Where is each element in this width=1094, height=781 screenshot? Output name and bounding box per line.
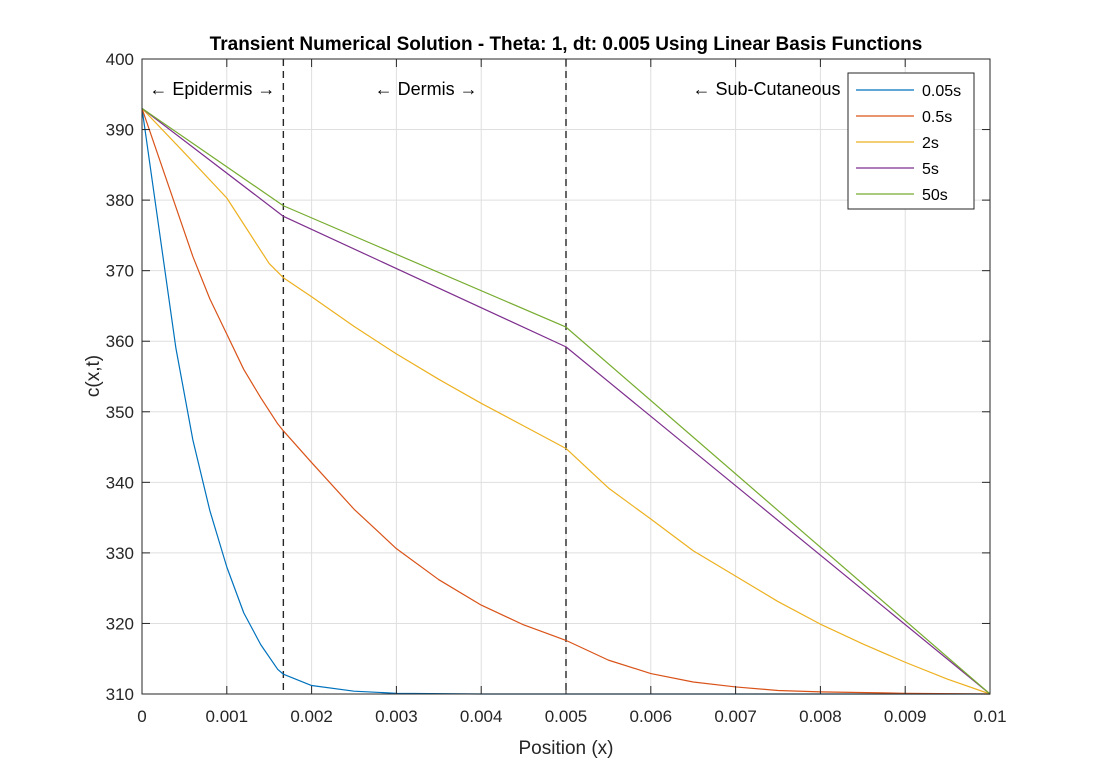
legend-label: 0.05s xyxy=(922,83,961,100)
y-tick-label: 400 xyxy=(106,50,134,69)
y-tick-label: 330 xyxy=(106,544,134,563)
x-tick-label: 0.001 xyxy=(206,707,249,726)
legend-label: 5s xyxy=(922,161,939,178)
y-tick-label: 380 xyxy=(106,191,134,210)
layer-boundaries xyxy=(282,59,567,694)
x-tick-label: 0.009 xyxy=(884,707,927,726)
chart-title: Transient Numerical Solution - Theta: 1,… xyxy=(210,34,923,55)
region-label: ← Epidermis → xyxy=(149,79,275,99)
y-tick-label: 350 xyxy=(106,403,134,422)
legend: 0.05s 0.5s 2s 5s 50s xyxy=(847,72,975,210)
axis-ticks: 0 0.001 0.002 0.003 0.004 0.005 0.006 0.007 0.00… xyxy=(106,50,1007,726)
x-tick-label: 0.008 xyxy=(799,707,842,726)
region-label: ← Dermis → xyxy=(375,79,478,99)
legend-box xyxy=(847,72,975,210)
y-tick-label: 320 xyxy=(106,614,134,633)
y-tick-label: 340 xyxy=(106,473,134,492)
x-tick-label: 0.007 xyxy=(714,707,757,726)
x-tick-label: 0.003 xyxy=(375,707,418,726)
x-tick-label: 0 xyxy=(137,707,146,726)
x-axis-label: Position (x) xyxy=(518,738,613,759)
series-line-50s xyxy=(141,107,991,695)
y-tick-label: 390 xyxy=(106,121,134,140)
y-axis-label: c(x,t) xyxy=(83,355,104,397)
legend-label: 50s xyxy=(922,187,948,204)
series-line-2s xyxy=(141,107,991,695)
x-tick-label: 0.004 xyxy=(460,707,503,726)
x-tick-label: 0.006 xyxy=(630,707,673,726)
x-tick-label: 0.005 xyxy=(545,707,588,726)
x-tick-label: 0.01 xyxy=(973,707,1006,726)
y-tick-label: 370 xyxy=(106,262,134,281)
region-label: ← Sub-Cutaneous → xyxy=(692,79,863,99)
y-tick-label: 310 xyxy=(106,685,134,704)
series-line-5s xyxy=(141,107,991,695)
x-tick-label: 0.002 xyxy=(290,707,333,726)
region-labels: ← Epidermis → ← Dermis → ← Sub-Cutaneous → xyxy=(149,79,863,99)
y-tick-label: 360 xyxy=(106,332,134,351)
legend-label: 0.5s xyxy=(922,109,952,126)
legend-label: 2s xyxy=(922,135,939,152)
